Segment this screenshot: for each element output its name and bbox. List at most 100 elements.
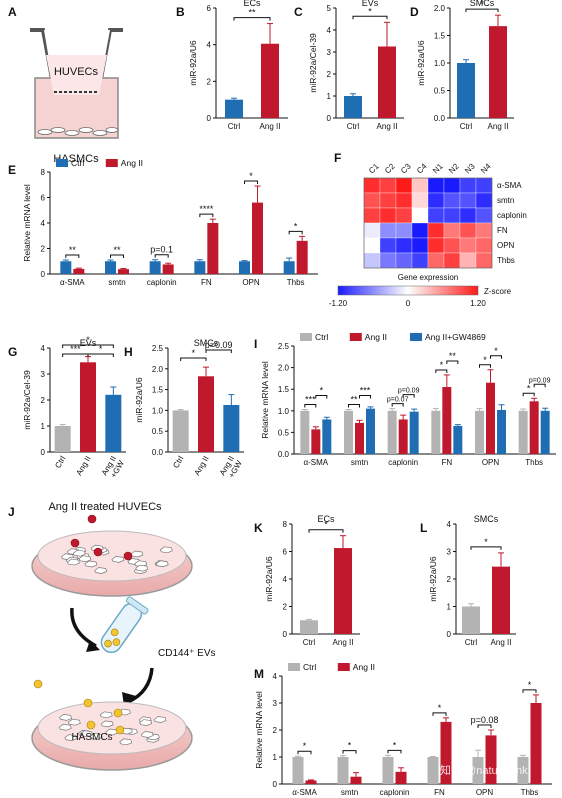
bar xyxy=(395,771,407,784)
sig-bracket xyxy=(446,360,459,364)
y-tick-label: 0 xyxy=(447,630,452,639)
heatmap-cell xyxy=(427,237,445,254)
x-tick-label: α-SMA xyxy=(60,278,85,287)
x-tick-label: FN xyxy=(434,788,445,797)
y-tick-label: 4 xyxy=(41,219,46,228)
y-tick-label: 3 xyxy=(41,370,46,379)
chart-C: C EVs 0 1 2 3 4 5 miR-92a/Cel-39 Ctrl Ang II * xyxy=(294,0,404,131)
x-tick-label: Ang II xyxy=(488,122,509,131)
color-scale-tick: 0 xyxy=(406,299,411,308)
x-tick-label: Ang II xyxy=(491,638,512,647)
bar xyxy=(387,410,397,454)
cell-shape xyxy=(159,546,173,554)
heatmap-cell xyxy=(363,222,381,239)
chart-I: I 0.0 0.5 1.0 1.5 2.0 2.5 Relative mRNA level α-… xyxy=(254,332,556,467)
heatmap-cell xyxy=(363,177,381,194)
heatmap-cell xyxy=(379,192,397,209)
heatmap-cell xyxy=(363,192,381,209)
bar xyxy=(172,410,189,452)
y-tick-label: 0.5 xyxy=(152,427,164,436)
bar xyxy=(462,606,480,634)
sig-bracket xyxy=(244,180,258,185)
heatmap-cell xyxy=(459,207,477,224)
x-tick-label: Ang II+GW xyxy=(218,454,244,481)
bar xyxy=(344,96,362,118)
cell-shape xyxy=(84,560,98,568)
sig-label: ** xyxy=(449,351,457,361)
y-tick-label: 0.0 xyxy=(152,448,164,457)
y-tick-label: 1.5 xyxy=(278,385,290,394)
bar xyxy=(427,757,439,784)
sig-label: **** xyxy=(199,204,214,214)
bar xyxy=(517,757,529,784)
y-tick-label: 0.0 xyxy=(434,114,446,123)
sig-label: * xyxy=(294,221,298,231)
bar xyxy=(492,566,510,634)
sig-label: * xyxy=(320,386,324,396)
panel-letter: L xyxy=(420,521,427,535)
y-tick-label: 0 xyxy=(283,630,288,639)
heatmap-col-label: C4 xyxy=(415,161,429,175)
y-tick-label: 2.0 xyxy=(152,365,164,374)
sig-label: * xyxy=(303,741,307,751)
x-tick-label: Ctrl xyxy=(171,454,185,469)
y-tick-label: 2 xyxy=(273,726,278,735)
heatmap-cell xyxy=(411,177,429,194)
panel-letter: J xyxy=(8,505,15,519)
panel-letter: I xyxy=(254,337,257,351)
heatmap-cell xyxy=(379,252,397,269)
sig-bracket xyxy=(315,395,328,399)
y-tick-label: 4 xyxy=(447,520,452,529)
sig-bracket xyxy=(465,8,499,13)
heatmap-cell xyxy=(443,222,461,239)
heatmap-row-label: Thbs xyxy=(497,256,515,265)
bar xyxy=(485,735,497,784)
x-tick-label: Ang II xyxy=(333,638,354,647)
y-tick-label: 1.0 xyxy=(152,406,164,415)
heatmap-cell xyxy=(395,177,413,194)
heatmap-cell xyxy=(475,252,493,269)
sig-bracket xyxy=(199,213,214,218)
sig-bracket xyxy=(233,17,271,21)
sig-bracket xyxy=(205,349,232,353)
sig-label: * xyxy=(249,171,253,181)
y-tick-label: 0 xyxy=(207,114,212,123)
bar xyxy=(105,394,122,452)
x-tick-label: α-SMA xyxy=(292,788,317,797)
heatmap-cell xyxy=(459,177,477,194)
chart-H: H SMCs 0.0 0.5 1.0 1.5 2.0 2.5 miR-92a/U6 Ctrl Ang… xyxy=(124,338,244,481)
bar xyxy=(529,401,539,454)
ev-label: CD144⁺ EVs xyxy=(158,648,216,659)
sig-bracket xyxy=(387,749,402,754)
bar xyxy=(105,261,116,274)
panel-j-schematic: J Ang II treated HUVECs CD144⁺ EVs HASMC… xyxy=(8,501,216,771)
y-tick-label: 1 xyxy=(273,753,278,762)
heatmap-cell xyxy=(363,207,381,224)
sig-label: p=0.09 xyxy=(205,340,233,350)
y-tick-label: 2 xyxy=(207,77,212,86)
sig-label: * xyxy=(86,335,90,345)
arrow-1 xyxy=(70,607,97,648)
y-axis-label: miR-92a/Cel-39 xyxy=(22,370,32,430)
sig-bracket xyxy=(477,724,492,728)
bar xyxy=(194,261,206,274)
sig-bracket xyxy=(522,689,537,693)
heatmap-cell xyxy=(475,237,493,254)
heatmap-cell xyxy=(395,222,413,239)
legend-label: Ang II+GW4869 xyxy=(425,332,486,342)
bar xyxy=(261,43,279,118)
y-tick-label: 4 xyxy=(41,344,46,353)
chart-D: D SMCs 0.0 0.5 1.0 1.5 2.0 miR-92a/U6 Ctrl Ang II… xyxy=(410,0,514,131)
bar xyxy=(239,261,250,274)
bar xyxy=(149,261,161,274)
legend-label: Ang II xyxy=(353,662,375,672)
heatmap-xlabel: Gene expression xyxy=(398,273,458,282)
sig-label: * xyxy=(368,6,372,16)
legend-label: Ang II xyxy=(365,332,387,342)
sig-label: * xyxy=(438,703,442,713)
heatmap-cell xyxy=(443,237,461,254)
sig-bracket xyxy=(533,383,546,388)
bar xyxy=(162,264,174,274)
cell-shape xyxy=(153,716,167,723)
